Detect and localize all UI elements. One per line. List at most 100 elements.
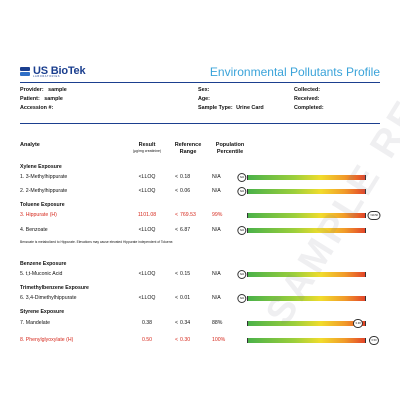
provider-label: Provider: — [20, 87, 44, 93]
reference-comparator: < — [174, 188, 178, 194]
population-percentile: N/A — [212, 188, 221, 194]
accession-line: Accession #: — [20, 105, 53, 111]
patient-label: Patient: — [20, 96, 40, 102]
percentile-bar: N/A — [236, 225, 380, 235]
section-trimethylbenzene: Trimethylbenzene Exposure — [20, 285, 89, 291]
analyte-name: 4. Benzoate — [20, 227, 48, 233]
sex-label: Sex: — [198, 87, 210, 93]
table-row: 1. 3-Methylhippurate <LLOQ <0.18 N/A N/A — [20, 172, 380, 182]
reference-range: <0.01 — [170, 293, 204, 303]
patient-line: Patient: sample — [20, 96, 63, 102]
percentile-marker: N/A — [237, 269, 247, 279]
reference-range: <0.06 — [170, 186, 204, 196]
result-unit: (µg/mg creatinine) — [132, 148, 162, 153]
received-label: Received: — [294, 96, 320, 102]
table-row: 4. Benzoate <LLOQ <6.87 N/A N/A — [20, 225, 380, 235]
report-page: US BioTek LABORATORIES Environmental Pol… — [20, 0, 400, 345]
result-header: Result (µg/mg creatinine) — [128, 142, 166, 154]
reference-value: 0.06 — [180, 188, 191, 194]
percentile-bar: N/A — [236, 172, 380, 182]
logo-icon — [20, 66, 30, 77]
table-row: 5. t,t-Muconic Acid <LLOQ <0.15 N/A N/A — [20, 269, 380, 279]
reference-value: 0.30 — [180, 337, 191, 343]
bar-start-tick — [247, 320, 248, 326]
percentile-marker: N/A — [237, 172, 247, 182]
percentile-gradient — [247, 175, 366, 180]
analyte-name: 7. Mandelate — [20, 320, 50, 326]
population-percentile: N/A — [212, 174, 221, 180]
population-label: Population — [215, 142, 245, 148]
population-percentile: N/A — [212, 295, 221, 301]
sample-report-watermark: SAMPLE REPORT — [258, 0, 400, 333]
percentile-marker: N/A — [237, 225, 247, 235]
reference-header: Reference Range — [170, 142, 206, 155]
percentile-bar: N/A — [236, 186, 380, 196]
reference-comparator: < — [174, 271, 178, 277]
population-percentile: N/A — [212, 227, 221, 233]
range-label: Range — [179, 148, 197, 155]
bar-end-tick — [365, 337, 366, 343]
reference-range: <6.87 — [170, 225, 204, 235]
result-header-label: Result — [138, 142, 156, 148]
reference-range: <0.30 — [170, 335, 204, 345]
analyte-name: 3. Hippurate (H) — [20, 212, 57, 218]
age-label: Age: — [198, 96, 210, 102]
sample-type-line: Sample Type: Urine Card — [198, 105, 264, 111]
reference-comparator: < — [174, 320, 178, 326]
table-row: 3. Hippurate (H) 1101.08 <769.53 99% >99.50 — [20, 210, 381, 220]
percentile-gradient — [247, 213, 366, 218]
bar-end-tick — [365, 212, 366, 218]
reference-range: <769.53 — [170, 210, 204, 220]
section-benzene: Benzene Exposure — [20, 261, 67, 267]
percentile-gradient — [247, 296, 366, 301]
table-row: 6. 3,4-Dimethylhippurate <LLOQ <0.01 N/A N/A — [20, 293, 380, 303]
provider-line: Provider: sample — [20, 87, 67, 93]
percentile-marker: 0.50 — [368, 335, 380, 345]
brand-logo: US BioTek — [20, 62, 86, 80]
reference-value: 0.01 — [180, 295, 191, 301]
table-row: 2. 2-Methylhippurate <LLOQ <0.06 N/A N/A — [20, 186, 380, 196]
reference-comparator: < — [174, 337, 178, 343]
bar-end-tick — [365, 227, 366, 233]
percentile-label: Percentile — [216, 148, 244, 155]
bar-end-tick — [365, 188, 366, 194]
reference-value: 0.15 — [180, 271, 191, 277]
reference-label: Reference — [174, 142, 202, 148]
bar-start-tick — [247, 174, 248, 180]
reference-comparator: < — [174, 212, 178, 218]
percentile-gradient — [247, 338, 366, 343]
analyte-name: 6. 3,4-Dimethylhippurate — [20, 295, 77, 301]
result-value: <LLOQ — [138, 295, 156, 301]
bar-start-tick — [247, 337, 248, 343]
reference-value: 6.87 — [180, 227, 191, 233]
bar-start-tick — [247, 271, 248, 277]
brand-name: US BioTek — [33, 65, 86, 77]
info-divider — [20, 123, 380, 124]
bar-end-tick — [365, 320, 366, 326]
reference-range: <0.15 — [170, 269, 204, 279]
accession-label: Accession #: — [20, 105, 54, 111]
percentile-bar: 0.38 — [236, 318, 380, 328]
result-value: <LLOQ — [138, 188, 156, 194]
reference-range: <0.18 — [170, 172, 204, 182]
section-toluene: Toluene Exposure — [20, 202, 65, 208]
report-title: Environmental Pollutants Profile — [209, 65, 380, 79]
result-value: <LLOQ — [138, 174, 156, 180]
analyte-name: 5. t,t-Muconic Acid — [20, 271, 63, 277]
analyte-name: 1. 3-Methylhippurate — [20, 174, 68, 180]
section-styrene: Styrene Exposure — [20, 309, 65, 315]
bar-end-tick — [365, 174, 366, 180]
sample-type-label: Sample Type: — [198, 105, 233, 111]
table-row: 8. Phenylglyoxylate (H) 0.50 <0.30 100% 0.50 — [20, 335, 380, 345]
analyte-header: Analyte — [20, 142, 40, 148]
percentile-gradient — [247, 321, 366, 326]
bar-start-tick — [247, 212, 248, 218]
population-percentile: 88% — [212, 320, 223, 326]
result-value: 1101.08 — [137, 212, 157, 218]
percentile-bar: >99.50 — [236, 210, 381, 220]
completed-label: Completed: — [294, 105, 324, 111]
bar-end-tick — [365, 271, 366, 277]
reference-value: 769.53 — [180, 212, 196, 218]
percentile-gradient — [247, 228, 366, 233]
percentile-marker: N/A — [237, 293, 247, 303]
